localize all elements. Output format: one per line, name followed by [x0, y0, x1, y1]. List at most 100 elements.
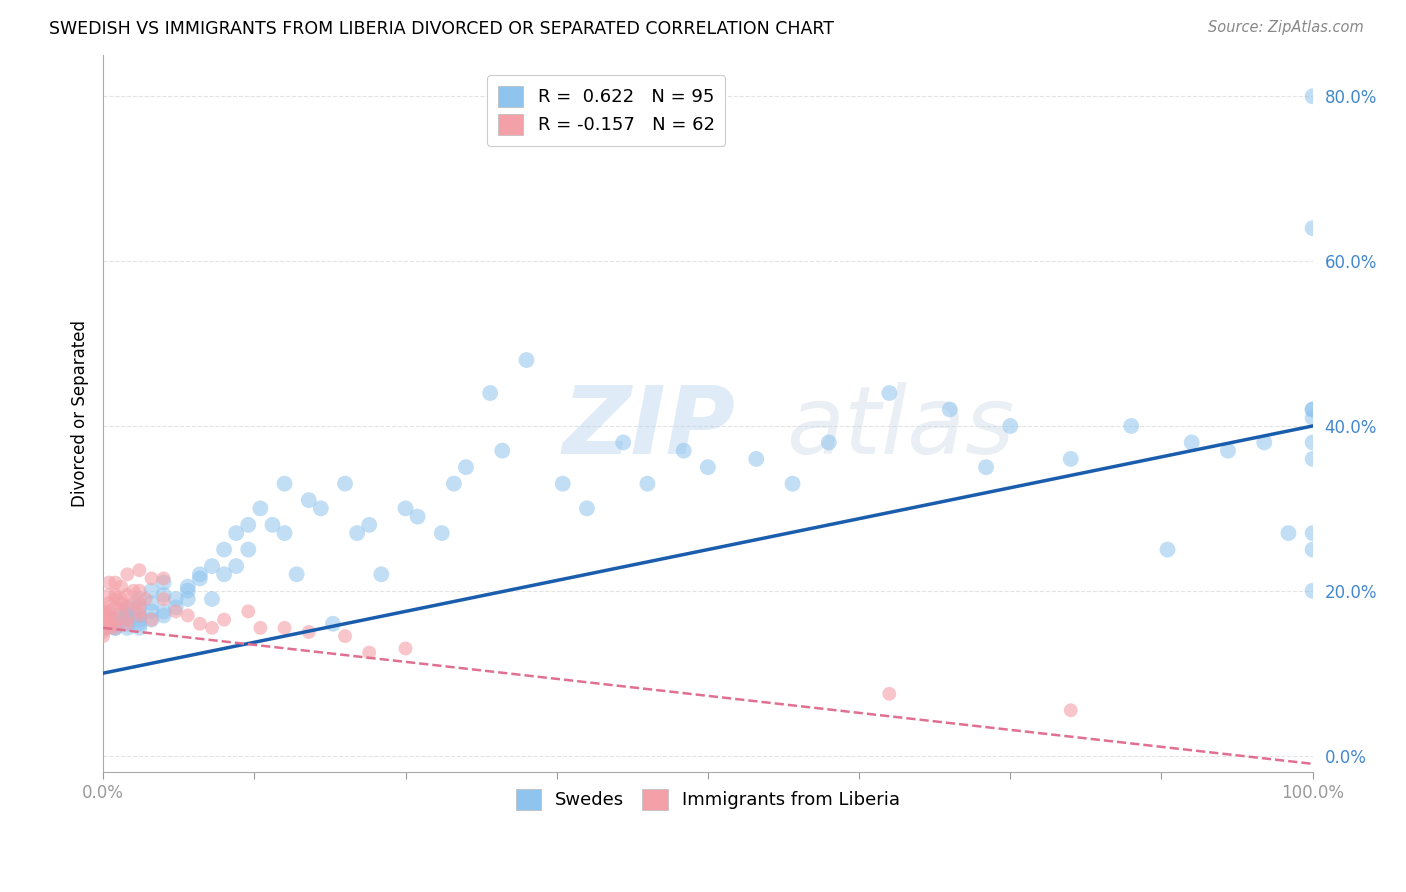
Point	[165, 604, 187, 618]
Point	[141, 613, 163, 627]
Point	[110, 596, 132, 610]
Point	[91, 608, 114, 623]
Point	[104, 616, 127, 631]
Point	[322, 616, 344, 631]
Point	[309, 501, 332, 516]
Point	[1181, 435, 1204, 450]
Point	[394, 641, 416, 656]
Point	[117, 616, 139, 631]
Point	[134, 592, 156, 607]
Point	[225, 526, 247, 541]
Point	[443, 476, 465, 491]
Point	[165, 592, 187, 607]
Point	[141, 604, 163, 618]
Point	[91, 604, 114, 618]
Text: atlas: atlas	[786, 383, 1015, 474]
Point	[1302, 89, 1324, 103]
Point	[104, 621, 127, 635]
Point	[110, 580, 132, 594]
Point	[104, 621, 127, 635]
Point	[212, 542, 235, 557]
Point	[177, 608, 200, 623]
Point	[1277, 526, 1299, 541]
Point	[696, 460, 718, 475]
Point	[98, 575, 121, 590]
Point	[91, 608, 114, 623]
Point	[128, 604, 150, 618]
Point	[1253, 435, 1275, 450]
Point	[201, 621, 224, 635]
Point	[104, 613, 127, 627]
Point	[238, 604, 260, 618]
Point	[212, 567, 235, 582]
Point	[141, 583, 163, 598]
Point	[238, 517, 260, 532]
Point	[91, 616, 114, 631]
Point	[212, 613, 235, 627]
Point	[122, 596, 145, 610]
Point	[298, 625, 321, 640]
Point	[110, 592, 132, 607]
Point	[152, 608, 174, 623]
Point	[104, 592, 127, 607]
Point	[782, 476, 804, 491]
Point	[346, 526, 368, 541]
Point	[939, 402, 962, 417]
Point	[1302, 410, 1324, 425]
Point	[128, 621, 150, 635]
Point	[128, 608, 150, 623]
Point	[117, 600, 139, 615]
Point	[117, 588, 139, 602]
Point	[249, 621, 271, 635]
Point	[141, 571, 163, 585]
Point	[165, 600, 187, 615]
Point	[879, 386, 901, 401]
Point	[672, 443, 695, 458]
Point	[1302, 451, 1324, 466]
Point	[152, 604, 174, 618]
Point	[479, 386, 502, 401]
Point	[98, 621, 121, 635]
Point	[91, 616, 114, 631]
Point	[104, 600, 127, 615]
Point	[454, 460, 477, 475]
Point	[91, 621, 114, 635]
Point	[370, 567, 392, 582]
Point	[1302, 526, 1324, 541]
Point	[91, 616, 114, 631]
Point	[117, 604, 139, 618]
Point	[152, 571, 174, 585]
Point	[201, 592, 224, 607]
Point	[128, 596, 150, 610]
Point	[238, 542, 260, 557]
Point	[188, 571, 211, 585]
Point	[273, 526, 295, 541]
Point	[879, 687, 901, 701]
Point	[128, 608, 150, 623]
Point	[117, 613, 139, 627]
Point	[98, 616, 121, 631]
Point	[1302, 402, 1324, 417]
Point	[1000, 419, 1022, 434]
Point	[177, 583, 200, 598]
Point	[110, 604, 132, 618]
Point	[104, 616, 127, 631]
Point	[262, 517, 284, 532]
Point	[104, 616, 127, 631]
Point	[117, 616, 139, 631]
Point	[128, 592, 150, 607]
Point	[91, 621, 114, 635]
Point	[117, 600, 139, 615]
Point	[98, 613, 121, 627]
Text: Source: ZipAtlas.com: Source: ZipAtlas.com	[1208, 20, 1364, 35]
Point	[430, 526, 453, 541]
Point	[152, 575, 174, 590]
Point	[333, 629, 356, 643]
Point	[974, 460, 997, 475]
Point	[1302, 542, 1324, 557]
Point	[117, 608, 139, 623]
Point	[551, 476, 574, 491]
Point	[177, 592, 200, 607]
Point	[91, 613, 114, 627]
Y-axis label: Divorced or Separated: Divorced or Separated	[72, 320, 89, 508]
